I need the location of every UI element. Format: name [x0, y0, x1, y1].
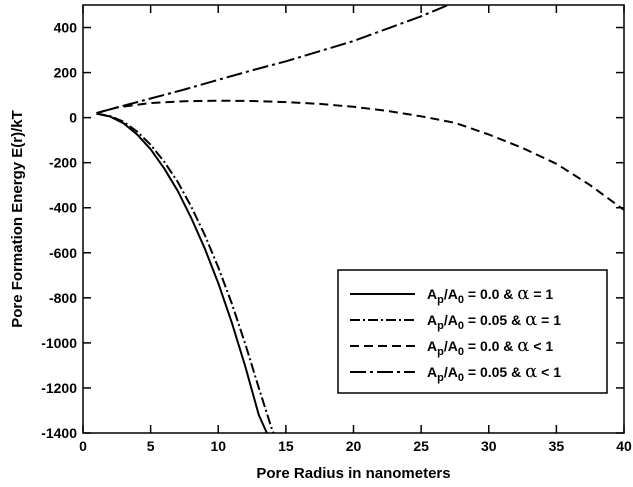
- legend-label-3: Ap/A0 = 0.0 & α < 1: [427, 335, 553, 358]
- series-line-2: [96, 112, 275, 433]
- y-axis-title: Pore Formation Energy E(r)/kT: [9, 110, 26, 328]
- x-tick-label: 0: [79, 438, 87, 454]
- legend: Ap/A0 = 0.0 & α = 1 Ap/A0 = 0.05 & α = 1 A…: [337, 269, 608, 394]
- y-tick-label: -600: [49, 245, 77, 261]
- x-tick-label: 10: [210, 438, 226, 454]
- y-tick-label: -200: [49, 155, 77, 171]
- legend-label-4: Ap/A0 = 0.05 & α < 1: [427, 361, 561, 384]
- x-tick-label: 20: [346, 438, 362, 454]
- legend-label-2: Ap/A0 = 0.05 & α = 1: [427, 309, 561, 332]
- y-tick-label: -1000: [41, 335, 77, 351]
- plot-frame: [82, 4, 625, 434]
- y-tick-label: -800: [49, 290, 77, 306]
- x-tick-label: 5: [147, 438, 155, 454]
- x-tick-label: 40: [616, 438, 632, 454]
- x-axis-title: Pore Radius in nanometers: [256, 465, 450, 482]
- series-layer: [96, 5, 624, 433]
- legend-label-1: Ap/A0 = 0.0 & α = 1: [427, 283, 553, 306]
- y-tick-label: -1400: [41, 425, 77, 441]
- x-tick-label: 30: [481, 438, 497, 454]
- series-line-4: [96, 5, 449, 115]
- ticks-layer: 0 5 10 15 20 25 30 35 40 -1400 -1200 -1000 -800 -600 -…: [41, 5, 632, 454]
- series-line-3: [96, 99, 624, 211]
- y-tick-label: 0: [69, 110, 77, 126]
- y-tick-label: 200: [54, 65, 78, 81]
- series-line-1: [96, 112, 268, 433]
- x-tick-label: 35: [549, 438, 565, 454]
- y-tick-label: -1200: [41, 380, 77, 396]
- x-tick-label: 25: [413, 438, 429, 454]
- y-tick-label: 400: [54, 20, 78, 36]
- y-tick-label: -400: [49, 200, 77, 216]
- x-tick-label: 15: [278, 438, 294, 454]
